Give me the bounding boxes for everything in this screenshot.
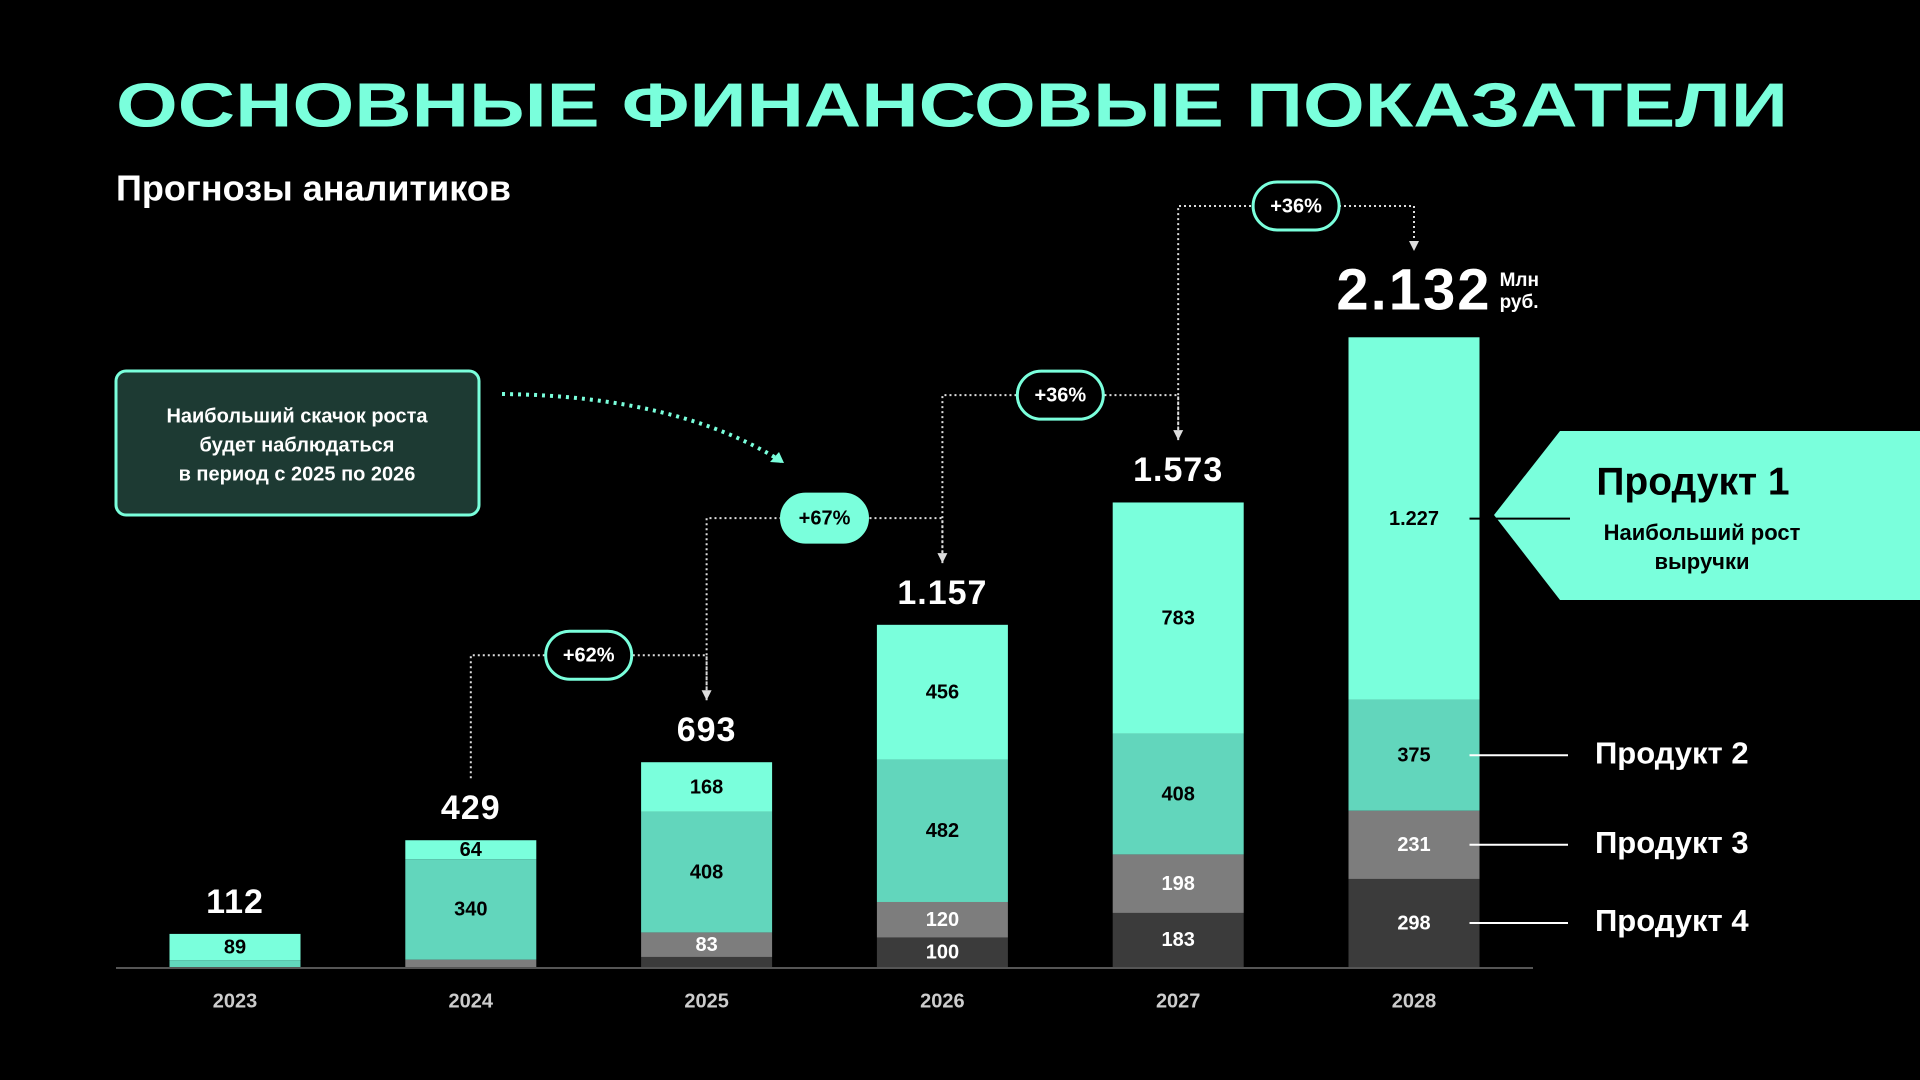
value-label: 482 (926, 820, 959, 842)
growth-label: +36% (1270, 195, 1322, 217)
chart-subtitle: Прогнозы аналитиков (116, 168, 511, 209)
value-label: 1.227 (1389, 508, 1439, 530)
value-label: 408 (1162, 783, 1195, 805)
bar-segment (405, 959, 537, 967)
bar-segment (1112, 854, 1244, 913)
legend-highlight (1494, 431, 1920, 600)
value-label: 408 (690, 861, 723, 883)
total-label: 1.157 (897, 574, 987, 612)
bar-segment (1112, 502, 1244, 734)
unit-label: руб. (1500, 292, 1539, 313)
x-tick-label: 2026 (920, 990, 965, 1012)
growth-pill (544, 629, 634, 681)
value-label: 231 (1397, 834, 1430, 856)
callout-box (114, 369, 481, 517)
bar-segment (1112, 733, 1244, 855)
x-tick-label: 2023 (213, 990, 258, 1012)
bar-segment (405, 840, 537, 860)
growth-arrow-head (1409, 240, 1419, 251)
value-label: 83 (695, 934, 717, 956)
callout-arrow-head (770, 452, 784, 463)
bar-segment (1348, 878, 1480, 967)
total-label: 112 (206, 883, 264, 921)
value-label: 183 (1162, 929, 1195, 951)
legend-note: Наибольший рост (1604, 520, 1801, 545)
x-tick-label: 2025 (684, 990, 729, 1012)
callout-text: Наибольший скачок роста (166, 405, 428, 427)
bar-segment (641, 811, 773, 933)
value-label: 198 (1162, 873, 1195, 895)
total-label: 2.132 (1336, 257, 1491, 322)
total-label: 693 (677, 711, 737, 749)
legend-label: Продукт 2 (1595, 735, 1749, 770)
bar-segment (1348, 810, 1480, 879)
growth-pill (780, 492, 869, 544)
total-label: 429 (441, 789, 501, 827)
growth-pill (1015, 369, 1105, 421)
bar-segment (169, 933, 301, 961)
value-label: 375 (1397, 745, 1430, 767)
x-tick-label: 2028 (1392, 990, 1437, 1012)
chart-title: ОСНОВНЫЕ ФИНАНСОВЫЕ ПОКАЗАТЕЛИ (116, 71, 1788, 140)
bar-segment (876, 624, 1008, 760)
callout-text: будет наблюдаться (200, 434, 395, 456)
bar-segment (641, 932, 773, 957)
bar-segment (876, 901, 1008, 938)
growth-label: +67% (799, 507, 851, 529)
total-label: 1.573 (1133, 451, 1223, 489)
value-label: 783 (1162, 607, 1195, 629)
growth-label: +36% (1034, 384, 1086, 406)
x-tick-label: 2024 (449, 990, 494, 1012)
value-label: 298 (1397, 912, 1430, 934)
bar-segment (405, 859, 537, 960)
bar-segment (1348, 337, 1480, 700)
value-label: 89 (224, 936, 246, 958)
value-label: 456 (926, 681, 959, 703)
legend-note: выручки (1654, 549, 1749, 574)
value-label: 168 (690, 776, 723, 798)
bar-segment (1348, 699, 1480, 811)
callout-text: в период с 2025 по 2026 (179, 463, 416, 485)
bar-segment (641, 762, 773, 812)
bar-segment (876, 759, 1008, 902)
bar-segment (169, 960, 301, 967)
value-label: 340 (454, 899, 487, 921)
legend-label: Продукт 4 (1595, 903, 1749, 938)
legend-label: Продукт 3 (1595, 825, 1749, 860)
bar-segment (876, 937, 1008, 967)
unit-label: Млн (1500, 270, 1539, 291)
value-label: 100 (926, 942, 959, 964)
legend-label: Продукт 1 (1596, 460, 1789, 503)
bar-segment (641, 956, 773, 967)
x-tick-label: 2027 (1156, 990, 1201, 1012)
callout-arrow (501, 392, 786, 465)
growth-pill (1251, 180, 1341, 232)
growth-label: +62% (563, 644, 615, 666)
bar-segment (1112, 912, 1244, 967)
value-label: 64 (460, 839, 483, 861)
value-label: 120 (926, 909, 959, 931)
